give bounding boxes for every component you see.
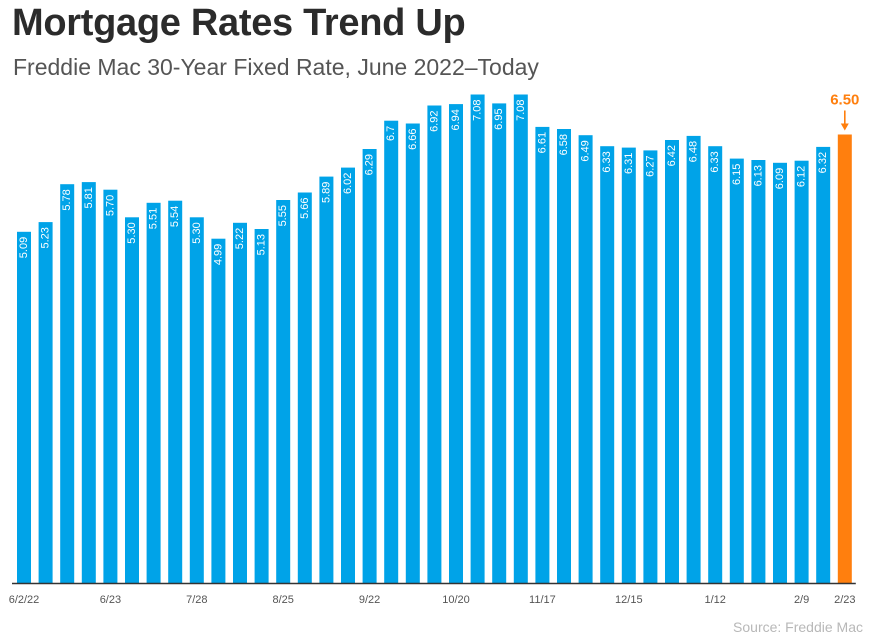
x-tick-label: 2/9 <box>794 594 809 606</box>
x-tick-label: 1/12 <box>704 594 725 606</box>
bar-value-label: 6.94 <box>450 109 462 130</box>
bar-value-label: 7.08 <box>515 100 527 121</box>
bar-value-label: 5.78 <box>61 189 73 210</box>
bar-value-label: 6.58 <box>558 134 570 155</box>
bar <box>751 160 766 583</box>
highlight-value-label: 6.50 <box>830 92 859 109</box>
bar <box>686 135 701 583</box>
bar-value-label: 6.61 <box>536 132 548 153</box>
bar-value-label: 6.92 <box>428 111 440 132</box>
bar <box>103 189 118 583</box>
bar-value-label: 6.27 <box>644 155 656 176</box>
bar-value-label: 6.31 <box>623 153 635 174</box>
bar-value-label: 5.23 <box>40 227 52 248</box>
bar <box>643 150 658 583</box>
bar-value-label: 6.33 <box>601 151 613 172</box>
bar-highlight <box>837 134 852 583</box>
bar <box>621 147 636 583</box>
bar <box>600 146 615 583</box>
bar-value-label: 5.66 <box>299 198 311 219</box>
bar <box>17 231 31 584</box>
bar <box>578 135 593 583</box>
bar <box>146 202 161 584</box>
x-tick-label: 9/22 <box>359 594 380 606</box>
bar-value-label: 6.13 <box>752 165 764 186</box>
bar <box>708 146 723 583</box>
bar-value-label: 6.32 <box>817 152 829 173</box>
x-tick-label: 2/23 <box>834 594 855 606</box>
bar <box>38 222 53 583</box>
bar-value-label: 6.02 <box>342 173 354 194</box>
bar-value-label: 5.30 <box>191 222 203 243</box>
bar <box>362 149 377 583</box>
x-tick-label: 12/15 <box>615 594 643 606</box>
bar <box>557 129 571 583</box>
chart-title: Mortgage Rates Trend Up <box>12 2 466 44</box>
bar <box>449 104 463 583</box>
bar <box>60 184 75 583</box>
bar <box>125 217 139 584</box>
highlight-arrow-head <box>840 123 849 131</box>
bar-value-label: 5.22 <box>234 228 246 249</box>
x-tick-label: 6/23 <box>100 594 121 606</box>
bar <box>405 123 420 583</box>
bar-value-label: 6.49 <box>580 140 592 161</box>
bar-value-label: 6.48 <box>688 141 700 162</box>
bar-value-label: 5.70 <box>104 195 116 216</box>
bar <box>233 222 247 584</box>
bar-value-label: 6.66 <box>407 129 419 150</box>
bar <box>470 94 485 583</box>
x-tick-label: 10/20 <box>442 594 470 606</box>
bar <box>773 162 787 584</box>
bar-value-label: 5.09 <box>18 237 30 258</box>
bar-value-label: 6.12 <box>796 166 808 187</box>
bar-value-label: 6.7 <box>385 126 397 141</box>
bar-value-label: 6.29 <box>364 154 376 175</box>
bar <box>729 158 744 583</box>
bar <box>513 94 528 583</box>
bar <box>665 140 679 583</box>
x-tick-label: 8/25 <box>272 594 293 606</box>
bar-value-label: 5.81 <box>83 187 95 208</box>
bar-value-label: 6.09 <box>774 168 786 189</box>
bar-value-label: 5.55 <box>277 205 289 226</box>
x-tick-label: 7/28 <box>186 594 207 606</box>
bar-value-label: 4.99 <box>212 244 224 265</box>
bar <box>168 200 183 583</box>
bar <box>384 120 399 583</box>
bar-value-label: 5.30 <box>126 222 138 243</box>
bar-value-label: 7.08 <box>472 100 484 121</box>
bar <box>492 103 507 584</box>
bar <box>816 146 831 583</box>
bar <box>189 217 204 584</box>
source-note: Source: Freddie Mac <box>733 619 863 635</box>
bar-value-label: 5.89 <box>320 182 332 203</box>
bar <box>297 192 312 583</box>
bar <box>341 167 355 583</box>
chart-subtitle: Freddie Mac 30-Year Fixed Rate, June 202… <box>13 54 539 80</box>
x-tick-label: 11/17 <box>529 594 556 606</box>
bar <box>535 126 550 584</box>
bar-value-label: 6.15 <box>731 164 743 185</box>
bar-value-label: 6.95 <box>493 108 505 129</box>
bar <box>81 182 96 583</box>
bar-value-label: 5.54 <box>169 206 181 227</box>
bar-value-label: 6.42 <box>666 145 678 166</box>
x-tick-label: 6/2/22 <box>9 594 40 606</box>
bar <box>254 229 269 583</box>
bar <box>319 176 334 583</box>
bar-value-label: 5.13 <box>256 234 268 255</box>
bar <box>276 200 291 583</box>
bar <box>794 160 809 583</box>
bar <box>427 105 442 583</box>
bar <box>211 238 226 583</box>
bar-value-label: 6.33 <box>709 151 721 172</box>
bar-value-label: 5.51 <box>148 208 160 229</box>
